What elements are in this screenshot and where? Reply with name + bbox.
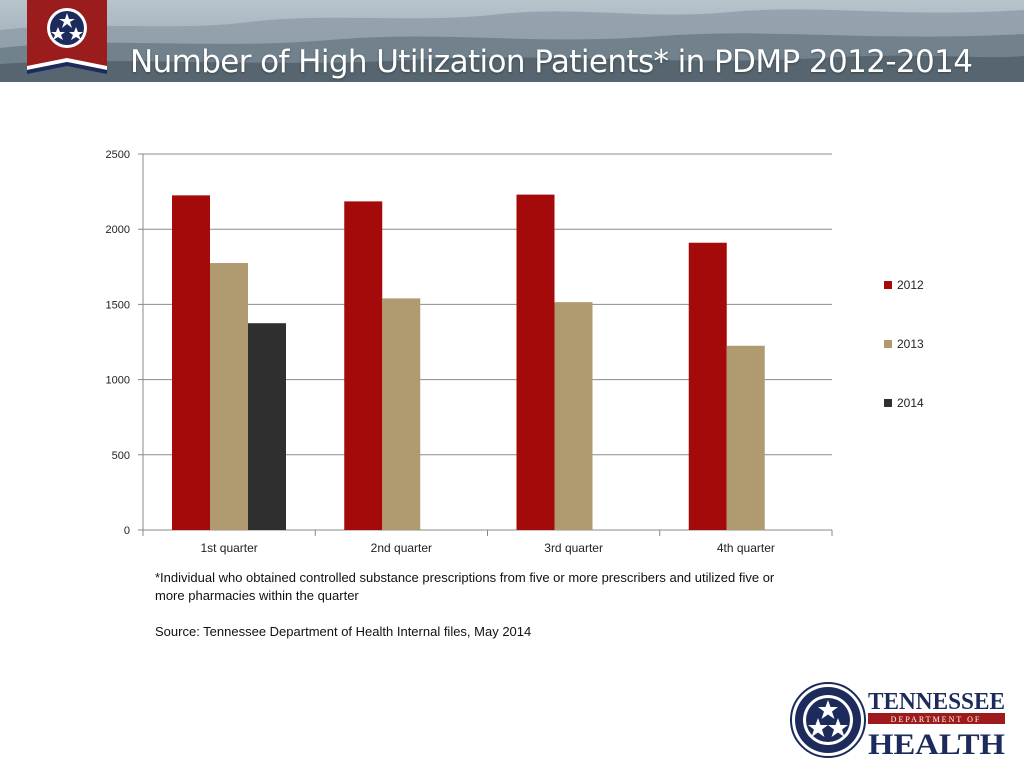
bars: [172, 194, 765, 531]
bar-2014-1: [248, 323, 286, 530]
bar-2012-2: [344, 201, 383, 530]
mountain-banner: [0, 9, 1024, 82]
x-axis: [142, 530, 833, 536]
legend-swatch-2012: [884, 281, 892, 289]
y-tick-label: 500: [112, 450, 130, 462]
y-tick-label: 2000: [106, 224, 130, 236]
category-label: 2nd quarter: [371, 541, 432, 555]
category-label: 4th quarter: [717, 541, 775, 555]
tennessee-flag-icon: [27, 0, 107, 74]
legend: 2012 2013 2014: [884, 278, 924, 410]
bar-2012-1: [172, 195, 210, 531]
category-label: 1st quarter: [200, 541, 257, 555]
category-labels: 1st quarter 2nd quarter 3rd quarter 4th qua…: [200, 541, 774, 555]
logo-department-of: DEPARTMENT OF: [891, 715, 982, 724]
legend-swatch-2014: [884, 399, 892, 407]
page-title: Number of High Utilization Patients* in …: [130, 44, 973, 80]
legend-label-2013: 2013: [897, 337, 924, 351]
bar-2013-4: [726, 345, 765, 530]
bar-2013-1: [210, 263, 248, 530]
bar-2013-2: [382, 298, 421, 530]
logo-tennessee: TENNESSEE: [868, 689, 1005, 715]
bar-2013-3: [554, 302, 593, 530]
category-label: 3rd quarter: [544, 541, 603, 555]
legend-label-2014: 2014: [897, 396, 924, 410]
tennessee-department-of-health-logo: TENNESSEE DEPARTMENT OF HEALTH: [790, 682, 1005, 761]
y-tick-label: 1500: [106, 299, 130, 311]
footnote: *Individual who obtained controlled subs…: [155, 570, 775, 603]
y-tick-label: 2500: [106, 149, 130, 161]
bar-2012-4: [688, 242, 727, 530]
source-note: Source: Tennessee Department of Health I…: [155, 624, 532, 639]
legend-swatch-2013: [884, 340, 892, 348]
slide-header: Number of High Utilization Patients* in …: [0, 0, 1024, 82]
logo-health: HEALTH: [868, 728, 1005, 761]
bar-2012-3: [516, 194, 555, 530]
legend-label-2012: 2012: [897, 278, 924, 292]
y-axis-ticks: 0 500 1000 1500 2000 2500: [106, 149, 144, 537]
bar-chart: 0 500 1000 1500 2000 2500 1st quarter 2nd quar…: [106, 149, 925, 555]
y-tick-label: 1000: [106, 375, 130, 387]
y-tick-label: 0: [124, 525, 130, 537]
